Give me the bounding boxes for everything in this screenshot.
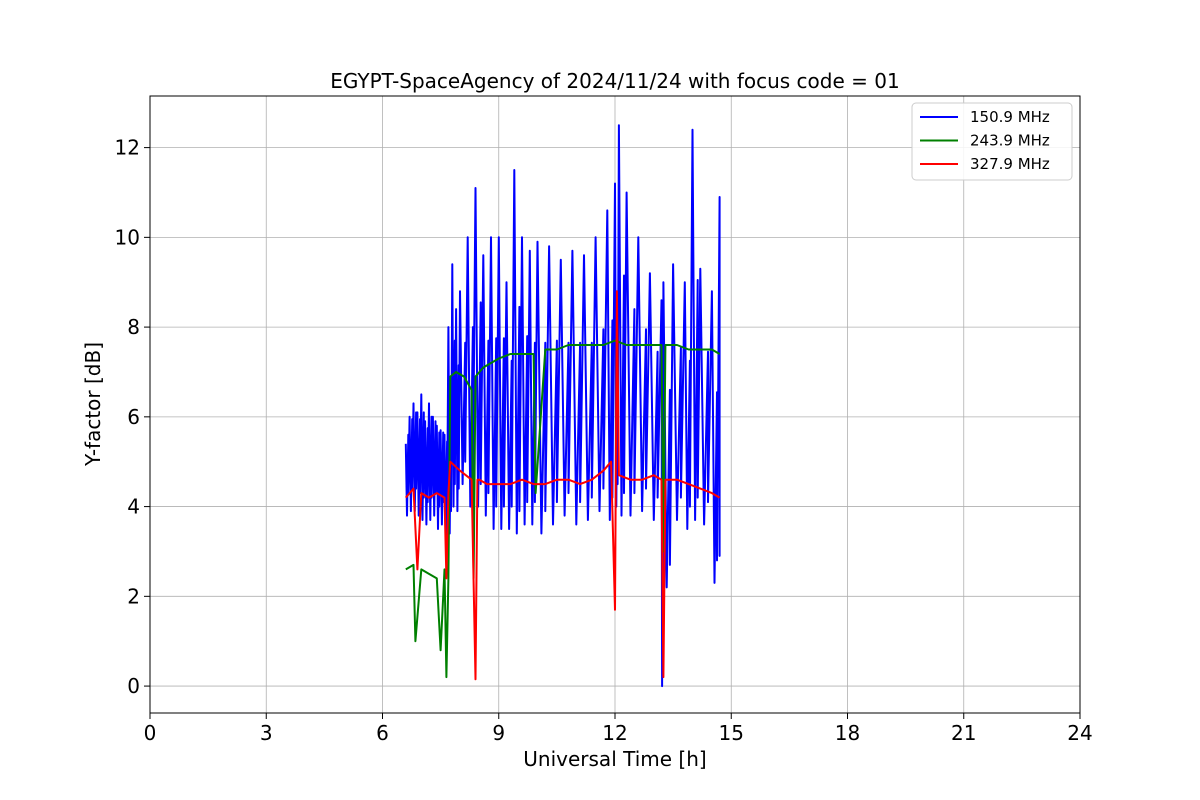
- x-tick-label: 6: [376, 721, 389, 745]
- x-tick-label: 24: [1067, 721, 1092, 745]
- legend-box: [911, 102, 1073, 181]
- x-tick-label: 3: [260, 721, 273, 745]
- series-line-2: [405, 339, 721, 679]
- y-tick-label: 8: [127, 315, 140, 339]
- y-tick-label: 10: [115, 225, 140, 249]
- x-tick-label: 15: [719, 721, 744, 745]
- legend-label: 243.9 MHz: [970, 132, 1050, 150]
- x-axis: 0 3 6 9 12 15 18 21 24: [144, 713, 1093, 745]
- chart-title: EGYPT-SpaceAgency of 2024/11/24 with foc…: [330, 69, 899, 93]
- y-tick-label: 12: [115, 136, 140, 160]
- series-line-3: [405, 290, 721, 681]
- legend-label: 327.9 MHz: [970, 155, 1050, 173]
- x-tick-label: 18: [835, 721, 860, 745]
- y-axis-label: Y-factor [dB]: [81, 342, 105, 467]
- y-tick-label: 2: [127, 584, 140, 608]
- legend: 150.9 MHz 243.9 MHz 327.9 MHz: [911, 102, 1073, 181]
- x-tick-label: 9: [492, 721, 505, 745]
- series-layer: [404, 124, 721, 688]
- legend-label: 150.9 MHz: [970, 108, 1050, 126]
- y-tick-label: 0: [127, 674, 140, 698]
- x-axis-label: Universal Time [h]: [523, 747, 706, 771]
- y-axis: 0 2 4 6 8 10 12: [115, 136, 150, 698]
- y-tick-label: 6: [127, 405, 140, 429]
- x-tick-label: 12: [602, 721, 627, 745]
- y-tick-label: 4: [127, 495, 140, 519]
- x-tick-label: 21: [951, 721, 976, 745]
- x-tick-label: 0: [144, 721, 157, 745]
